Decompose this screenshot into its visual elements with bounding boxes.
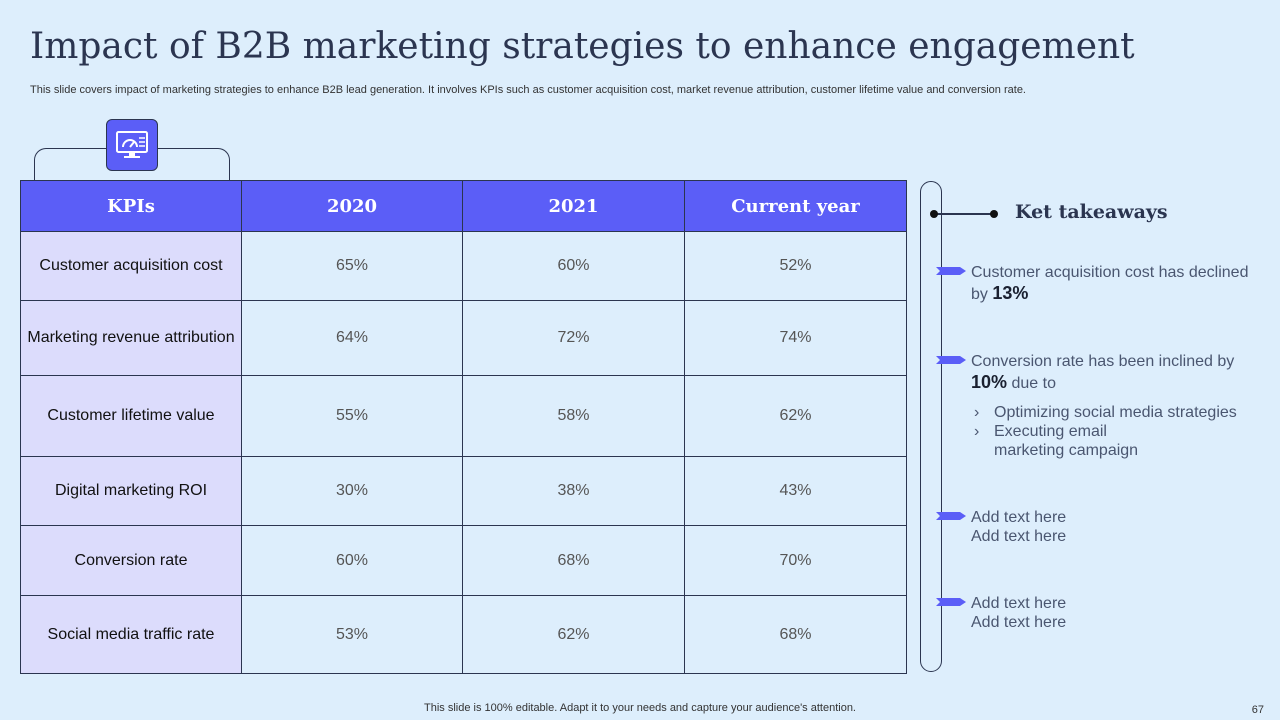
value-2020: 55% [241,375,463,457]
kpi-name: Customer lifetime value [20,375,242,457]
table-row: Customer acquisition cost 65% 60% 52% [20,231,907,301]
page-number: 67 [1251,704,1264,716]
takeaways-title: Ket takeaways [1015,201,1168,223]
value-current-year: 52% [684,231,907,301]
value-2020: 64% [241,300,463,376]
pointer-marker-icon [936,512,966,520]
slide-subtitle: This slide covers impact of marketing st… [30,84,1026,96]
value-current-year: 70% [684,525,907,596]
header-2021: 2021 [462,180,685,232]
footer-note: This slide is 100% editable. Adapt it to… [424,702,856,714]
header-current-year: Current year [684,180,907,232]
value-2021: 58% [462,375,685,457]
table-row: Conversion rate 60% 68% 70% [20,525,907,596]
sub-bullet: › Optimizing social media strategies [974,404,1237,421]
kpi-name: Social media traffic rate [20,595,242,674]
monitor-dashboard-icon [106,119,158,171]
kpi-name: Customer acquisition cost [20,231,242,301]
table-header-row: KPIs 2020 2021 Current year [20,180,907,232]
value-2021: 62% [462,595,685,674]
connector-dot [930,210,938,218]
takeaway-item: Add text here Add text here [971,595,1067,631]
value-2020: 65% [241,231,463,301]
pointer-marker-icon [936,598,966,606]
value-current-year: 74% [684,300,907,376]
connector-line [934,213,994,215]
kpi-name: Digital marketing ROI [20,456,242,526]
value-2021: 72% [462,300,685,376]
chevron-right-icon: › [974,423,980,440]
slide-title: Impact of B2B marketing strategies to en… [30,26,1135,67]
takeaways-rail [920,181,942,672]
takeaway-highlight: 13% [992,283,1029,303]
takeaway-item: Conversion rate has been inclined by 10%… [971,352,1261,460]
value-2021: 68% [462,525,685,596]
table-row: Digital marketing ROI 30% 38% 43% [20,456,907,526]
table-row: Customer lifetime value 55% 58% 62% [20,375,907,457]
kpi-table: KPIs 2020 2021 Current year Customer acq… [20,180,907,674]
value-2020: 60% [241,525,463,596]
table-row: Social media traffic rate 53% 62% 68% [20,595,907,674]
value-current-year: 62% [684,375,907,457]
header-kpis: KPIs [20,180,242,232]
pointer-marker-icon [936,267,966,275]
value-current-year: 68% [684,595,907,674]
value-current-year: 43% [684,456,907,526]
table-row: Marketing revenue attribution 64% 72% 74… [20,300,907,376]
takeaway-highlight: 10% [971,372,1008,392]
value-2021: 60% [462,231,685,301]
pointer-marker-icon [936,356,966,364]
value-2021: 38% [462,456,685,526]
header-2020: 2020 [241,180,463,232]
kpi-name: Marketing revenue attribution [20,300,242,376]
value-2020: 30% [241,456,463,526]
value-2020: 53% [241,595,463,674]
connector-dot [990,210,998,218]
kpi-name: Conversion rate [20,525,242,596]
takeaway-item: Customer acquisition cost has declined b… [971,264,1249,303]
chevron-right-icon: › [974,404,980,421]
takeaway-item: Add text here Add text here [971,509,1067,545]
sub-bullet: › Executing email marketing campaign [974,423,1139,459]
